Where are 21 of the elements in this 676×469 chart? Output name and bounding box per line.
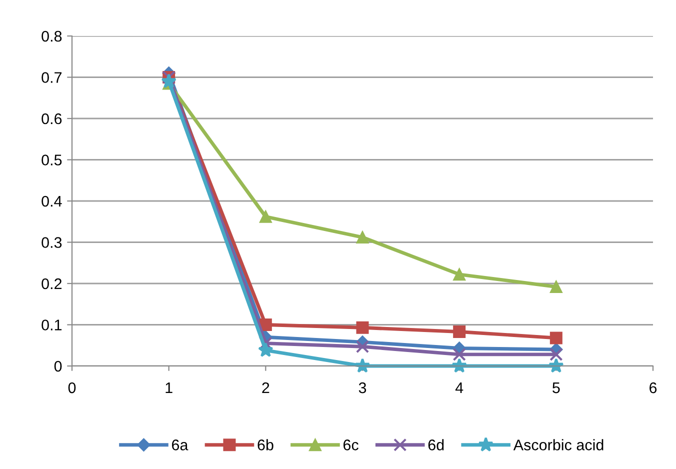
y-tick-label: 0: [54, 360, 62, 372]
y-tick-label: 0.3: [42, 237, 62, 248]
x-tick-label: 2: [262, 382, 270, 394]
x-tick-label: 6: [650, 382, 657, 394]
legend-label: 6a: [172, 440, 188, 450]
legend-label: 6c: [343, 440, 358, 450]
x-tick-label: 1: [166, 382, 172, 394]
legend-label: 6b: [258, 439, 274, 450]
x-tick-label: 4: [455, 382, 464, 394]
legend-label: 6d: [428, 439, 444, 450]
y-tick-label: 0.6: [42, 113, 62, 124]
y-tick-label: 0.4: [42, 196, 62, 207]
x-tick-label: 3: [358, 382, 366, 394]
y-tick-label: 0.8: [42, 30, 62, 42]
y-tick-label: 0.1: [42, 320, 62, 330]
legend-label: Ascorbic acid: [513, 439, 604, 450]
y-tick-label: 0.7: [42, 72, 62, 83]
x-tick-label: 5: [552, 382, 560, 394]
y-tick-label: 0.2: [42, 278, 62, 290]
x-tick-label: 0: [68, 382, 76, 394]
y-tick-label: 0.5: [42, 154, 62, 166]
